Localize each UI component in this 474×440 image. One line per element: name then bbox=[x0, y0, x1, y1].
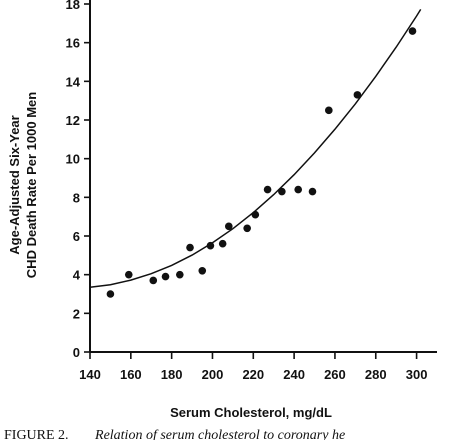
y-tick-label: 8 bbox=[73, 190, 80, 205]
data-point bbox=[218, 239, 227, 248]
y-axis-ticks: 0 2 4 6 8 10 12 14 16 18 bbox=[66, 0, 90, 360]
figure-caption: FIGURE 2. Relation of serum cholesterol … bbox=[4, 426, 345, 440]
data-point bbox=[308, 187, 317, 196]
fit-curve-group bbox=[89, 9, 422, 288]
data-point bbox=[161, 272, 170, 281]
data-point bbox=[294, 185, 303, 194]
data-point bbox=[243, 224, 251, 233]
data-point bbox=[325, 106, 333, 115]
data-point bbox=[106, 290, 115, 298]
fit-curve bbox=[89, 9, 422, 288]
data-point bbox=[225, 222, 233, 231]
data-point bbox=[353, 91, 362, 99]
data-point bbox=[198, 267, 207, 275]
data-point bbox=[408, 27, 417, 35]
x-tick-label: 140 bbox=[79, 367, 101, 382]
data-point bbox=[206, 241, 215, 250]
x-tick-label: 220 bbox=[242, 367, 264, 382]
x-tick-label: 160 bbox=[120, 367, 142, 382]
x-tick-label: 300 bbox=[406, 367, 428, 382]
data-point bbox=[263, 185, 272, 194]
x-axis-ticks: 140 160 180 200 220 240 260 280 300 bbox=[79, 352, 427, 382]
data-points-group bbox=[106, 27, 417, 298]
y-tick-label: 18 bbox=[66, 0, 80, 12]
y-tick-label: 16 bbox=[66, 36, 80, 51]
caption-prefix: FIGURE 2. bbox=[4, 428, 69, 440]
y-tick-label: 4 bbox=[73, 268, 81, 283]
y-tick-label: 6 bbox=[73, 229, 80, 244]
x-tick-label: 180 bbox=[161, 367, 183, 382]
x-tick-label: 240 bbox=[283, 367, 305, 382]
y-tick-label: 14 bbox=[66, 74, 81, 89]
data-point bbox=[186, 243, 194, 252]
x-tick-label: 200 bbox=[202, 367, 224, 382]
data-point bbox=[176, 270, 184, 279]
y-axis-title-line-2: CHD Death Rate Per 1000 Men bbox=[24, 92, 39, 278]
data-point bbox=[251, 210, 260, 219]
data-point bbox=[124, 270, 133, 279]
plot-frame bbox=[89, 0, 437, 353]
data-point bbox=[278, 187, 286, 196]
x-axis-title: Serum Cholesterol, mg/dL bbox=[170, 405, 332, 420]
x-tick-label: 280 bbox=[365, 367, 387, 382]
y-tick-label: 12 bbox=[66, 113, 80, 128]
y-tick-label: 2 bbox=[73, 306, 80, 321]
caption-text: Relation of serum cholesterol to coronar… bbox=[94, 428, 345, 440]
x-tick-label: 260 bbox=[324, 367, 346, 382]
data-point bbox=[149, 276, 158, 285]
y-tick-label: 0 bbox=[73, 345, 80, 360]
y-tick-label: 10 bbox=[66, 152, 80, 167]
y-axis-title-line-1: Age-Adjusted Six-Year bbox=[7, 115, 22, 254]
